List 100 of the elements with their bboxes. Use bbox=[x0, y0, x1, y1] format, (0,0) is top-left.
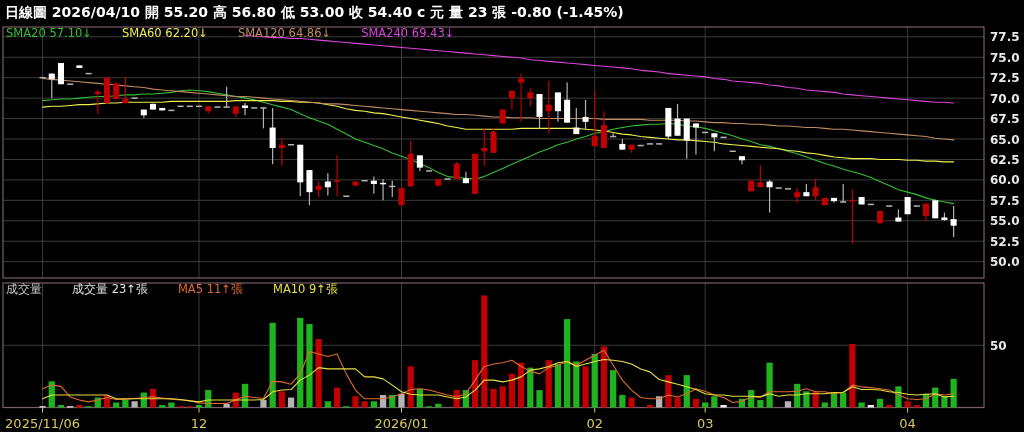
bar bbox=[830, 392, 838, 408]
y-tick-label: 67.5 bbox=[990, 112, 1020, 127]
bar bbox=[435, 403, 442, 408]
bar bbox=[692, 398, 700, 408]
bar bbox=[269, 322, 276, 408]
candlestick bbox=[582, 99, 589, 130]
bar bbox=[57, 405, 65, 408]
bar bbox=[545, 360, 552, 408]
bar bbox=[287, 397, 295, 408]
candlestick bbox=[260, 107, 267, 129]
candlestick bbox=[591, 90, 598, 147]
y-tick-label: 72.5 bbox=[990, 71, 1020, 86]
text: 成交量 23↑張 bbox=[72, 282, 148, 296]
bar bbox=[600, 346, 608, 408]
bar bbox=[563, 319, 571, 408]
candlestick bbox=[241, 102, 249, 116]
y-tick-label: 62.5 bbox=[990, 152, 1020, 167]
candlestick bbox=[674, 103, 681, 137]
bar bbox=[591, 353, 598, 408]
x-tick-label: 03 bbox=[696, 415, 714, 431]
bar bbox=[499, 386, 506, 408]
y-tick-label: 75.0 bbox=[990, 50, 1020, 65]
candlestick bbox=[122, 76, 129, 105]
y-tick-label: 77.5 bbox=[990, 30, 1020, 45]
candlestick bbox=[812, 177, 819, 201]
bar bbox=[315, 339, 322, 408]
candlestick bbox=[573, 107, 580, 135]
bar bbox=[950, 378, 957, 408]
bar bbox=[131, 401, 138, 408]
y-tick-label: 60.0 bbox=[990, 173, 1020, 188]
bar bbox=[711, 396, 718, 408]
y-tick-label: 57.5 bbox=[990, 193, 1020, 208]
x-tick-label: 12 bbox=[190, 415, 208, 431]
bar bbox=[573, 361, 580, 408]
chart-title: 成交量 bbox=[6, 282, 42, 296]
bar bbox=[886, 405, 893, 408]
bar bbox=[306, 324, 313, 408]
candlestick bbox=[545, 80, 552, 134]
bar bbox=[904, 401, 911, 408]
bar bbox=[784, 401, 792, 408]
bar bbox=[113, 402, 120, 408]
bar bbox=[517, 362, 525, 408]
bar bbox=[481, 295, 488, 408]
bar bbox=[582, 366, 589, 408]
bar bbox=[407, 366, 414, 408]
candlestick bbox=[306, 169, 313, 206]
bar bbox=[122, 400, 129, 408]
bar bbox=[876, 398, 884, 408]
bar bbox=[646, 405, 654, 408]
bar bbox=[858, 402, 865, 408]
bar bbox=[702, 402, 709, 408]
bar bbox=[628, 397, 635, 408]
x-tick-label: 04 bbox=[899, 415, 916, 431]
candlestick bbox=[481, 127, 488, 167]
series-label: SMA240 69.43↓ bbox=[361, 26, 455, 40]
bar bbox=[610, 370, 617, 408]
bar bbox=[508, 373, 516, 408]
bar bbox=[223, 403, 230, 408]
bar bbox=[278, 391, 285, 408]
candlestick bbox=[683, 117, 690, 160]
bar bbox=[867, 405, 874, 408]
bar bbox=[398, 393, 405, 408]
candlestick bbox=[490, 127, 497, 154]
x-tick-label: 02 bbox=[586, 415, 603, 431]
candlestick bbox=[518, 73, 525, 123]
candlestick bbox=[536, 93, 543, 130]
candlestick bbox=[223, 86, 230, 108]
bar bbox=[720, 405, 727, 408]
bar bbox=[840, 392, 847, 408]
bar bbox=[757, 400, 764, 408]
candlestick bbox=[370, 176, 377, 195]
bar bbox=[683, 375, 690, 408]
chart-title: 日線圖 2026/04/10 開 55.20 高 56.80 低 53.00 收 54.40 c 元 量 23 張 -0.80 (-1.45%) bbox=[5, 4, 624, 20]
bar bbox=[656, 396, 663, 408]
bar bbox=[260, 400, 267, 408]
x-tick-label: 2026/01 bbox=[374, 415, 429, 431]
candlestick bbox=[278, 137, 285, 167]
text: SMA60 62.20↓ bbox=[121, 26, 208, 40]
bar bbox=[370, 401, 377, 408]
bar bbox=[324, 401, 331, 408]
candlestick bbox=[950, 205, 957, 238]
bar bbox=[352, 396, 359, 408]
bar bbox=[913, 405, 920, 408]
y-tick-label: 65.0 bbox=[990, 132, 1020, 147]
bar bbox=[159, 405, 166, 408]
candlestick bbox=[692, 122, 699, 156]
text: SMA20 57.10↓ bbox=[6, 26, 92, 40]
candlestick bbox=[600, 110, 607, 149]
text: MA5 11↑張 bbox=[177, 282, 243, 296]
bar bbox=[674, 397, 681, 408]
candlestick bbox=[564, 82, 571, 124]
bar bbox=[361, 401, 368, 408]
bar bbox=[333, 387, 341, 408]
y-tick-label: 70.0 bbox=[990, 91, 1020, 106]
y-tick-label: 50.0 bbox=[990, 255, 1020, 270]
bar bbox=[766, 362, 773, 408]
bar bbox=[803, 391, 810, 408]
candlestick bbox=[269, 107, 276, 165]
bar bbox=[849, 344, 856, 408]
bar bbox=[619, 395, 626, 408]
